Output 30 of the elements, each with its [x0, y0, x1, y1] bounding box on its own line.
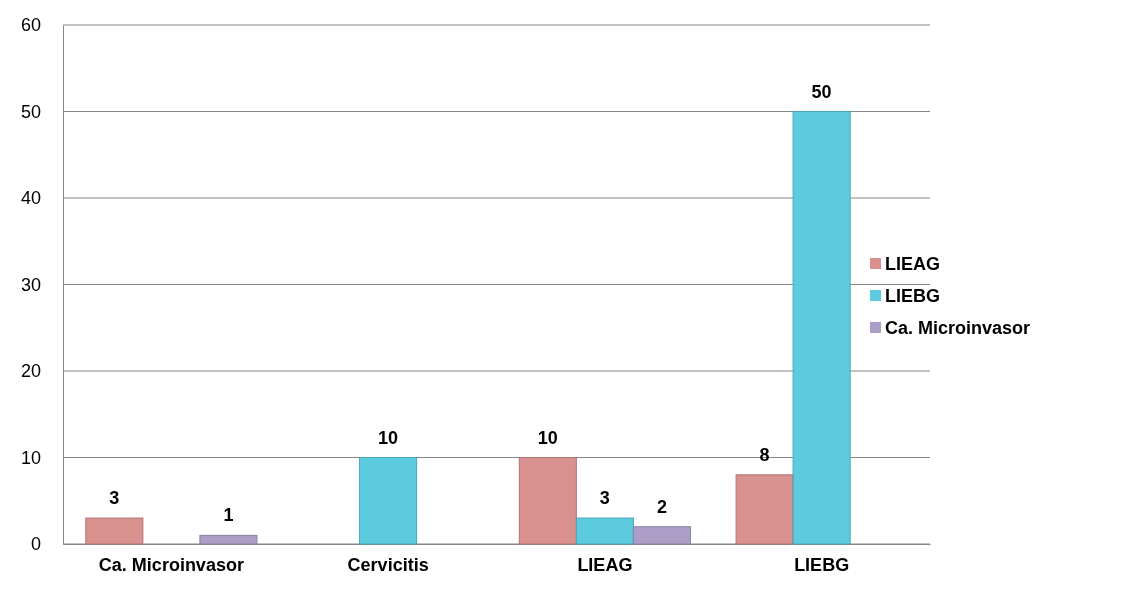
- data-label: 10: [537, 427, 558, 448]
- legend-label: LIEAG: [885, 254, 941, 274]
- y-tick-label: 20: [20, 361, 41, 382]
- y-tick-label: 10: [20, 447, 41, 468]
- y-tick-label: 0: [30, 534, 41, 555]
- bar: [518, 457, 577, 545]
- data-label: 8: [759, 444, 770, 465]
- bar: [359, 457, 418, 545]
- data-label: 50: [811, 81, 832, 102]
- y-tick-label: 30: [20, 274, 41, 295]
- bar: [735, 474, 794, 545]
- bar: [575, 517, 634, 545]
- x-tick-label: Cervicitis: [347, 554, 429, 575]
- y-tick-label: 40: [20, 188, 41, 209]
- data-label: 1: [223, 505, 234, 526]
- y-tick-label: 60: [20, 15, 41, 36]
- data-label: 3: [599, 488, 610, 509]
- x-tick-label: LIEAG: [577, 554, 633, 575]
- legend-label: Ca. Microinvasor: [885, 318, 1031, 338]
- x-tick-label: LIEBG: [794, 554, 850, 575]
- y-tick-label: 50: [20, 101, 41, 122]
- data-label: 2: [656, 496, 667, 517]
- bar: [85, 517, 144, 545]
- x-tick-label: Ca. Microinvasor: [98, 554, 244, 575]
- bar: [632, 526, 691, 545]
- bar: [199, 534, 258, 545]
- bar: [792, 111, 851, 545]
- legend-label: LIEBG: [885, 286, 941, 306]
- data-label: 10: [378, 427, 399, 448]
- data-label: 3: [109, 488, 120, 509]
